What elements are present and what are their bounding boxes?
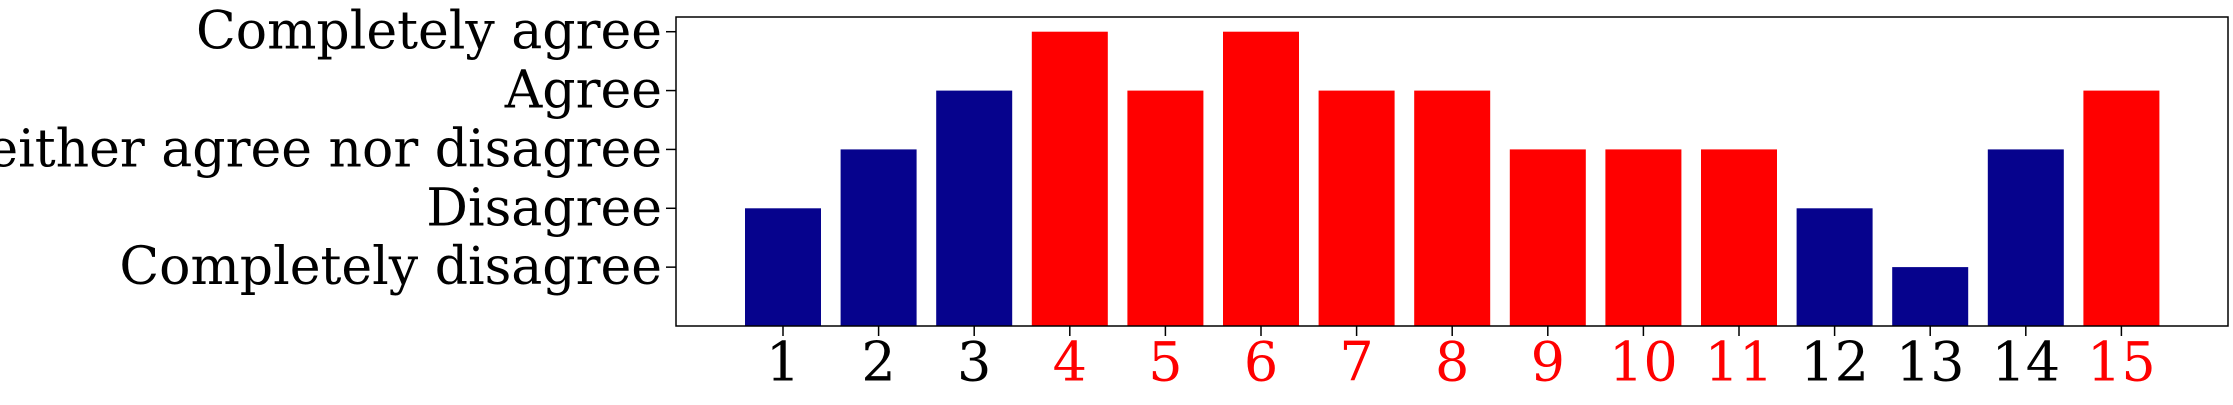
y-tick-label: Agree [504,61,662,121]
x-tick-label: 15 [2087,331,2156,394]
bar-5 [1127,90,1204,326]
x-tick-label: 7 [1339,331,1373,394]
y-tick-label: Completely disagree [119,237,662,297]
x-axis: 1 2 3 4 5 6 7 8 9 10 11 12 13 14 15 [766,326,2156,394]
x-tick-label: 1 [766,331,800,394]
bar-7 [1318,90,1395,326]
bar-10 [1605,149,1682,326]
y-tick-label: Disagree [426,178,662,238]
x-tick-label: 4 [1053,331,1087,394]
x-tick-label: 14 [1991,331,2060,394]
bar-12 [1796,208,1873,326]
x-tick-label: 11 [1705,331,1774,394]
x-tick-label: 3 [957,331,991,394]
bar-15 [2083,90,2160,326]
bar-9 [1509,149,1586,326]
x-tick-label: 2 [861,331,895,394]
bar-13 [1892,267,1969,326]
bar-11 [1701,149,1777,326]
bar-14 [1987,149,2064,326]
x-tick-label: 8 [1435,331,1469,394]
y-tick-label: Neither agree nor disagree [0,119,662,179]
bar-4 [1031,31,1108,326]
x-tick-label: 9 [1531,331,1565,394]
x-tick-label: 5 [1148,331,1182,394]
x-tick-label: 6 [1244,331,1278,394]
x-tick-label: 10 [1609,331,1678,394]
bar-6 [1223,31,1299,326]
x-tick-label: 13 [1896,331,1965,394]
x-tick-label: 12 [1800,331,1869,394]
bar-3 [936,90,1013,326]
bars-layer [745,31,2160,326]
bar-1 [745,208,821,326]
plot-frame [675,16,2229,327]
bar-8 [1414,90,1491,326]
bar-2 [840,149,917,326]
y-tick-label: Completely agree [196,2,662,62]
